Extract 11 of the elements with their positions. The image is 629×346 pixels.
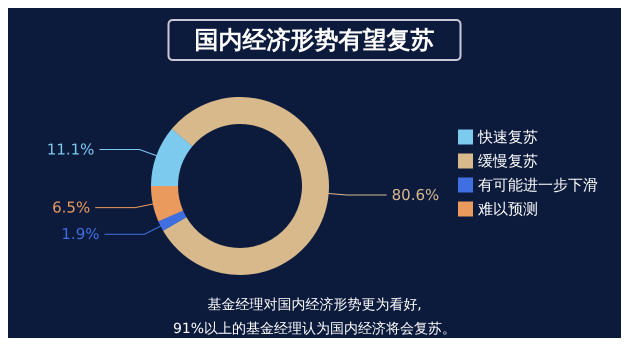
text: 91%以上的基金经理认为国内经济将会复苏。: [172, 321, 456, 337]
legend-label: 有可能进一步下滑: [478, 176, 598, 194]
data-label: 6.5%: [52, 198, 90, 217]
data-label: 1.9%: [61, 225, 100, 244]
data-label: 80.6%: [392, 186, 440, 204]
chart-title: 国内经济形势有望复苏: [194, 26, 434, 54]
legend-label: 难以预测: [477, 200, 538, 218]
text: 基金经理对国内经济形势更为看好,: [207, 297, 422, 313]
data-label: 11.1%: [46, 140, 94, 158]
legend-label: 缓慢复苏: [478, 152, 538, 170]
legend-label: 快速复苏: [477, 128, 538, 146]
